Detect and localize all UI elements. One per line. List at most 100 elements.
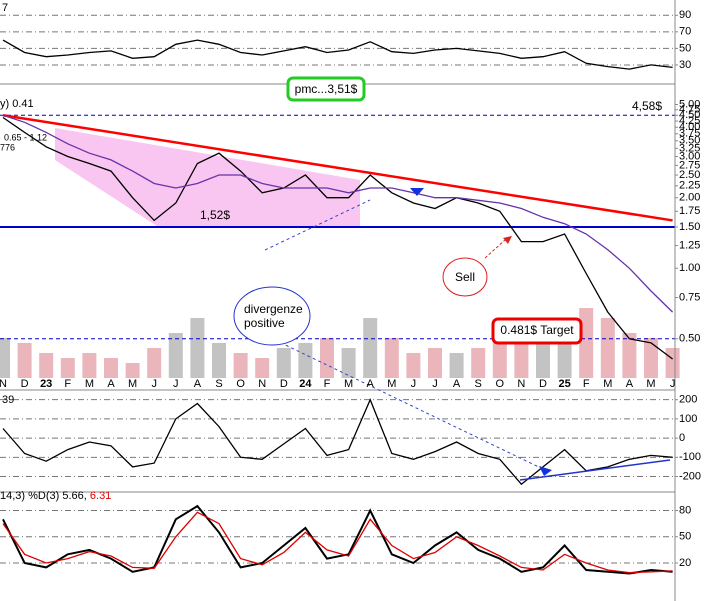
y-tick-label: 2.00	[679, 192, 700, 204]
series-line	[2, 504, 673, 575]
x-tick-label: A	[453, 378, 461, 390]
volume-bar	[449, 353, 464, 378]
y-tick-label: 4.75	[679, 104, 700, 116]
title-part: 14,3) %D(3) 5.66,	[0, 490, 87, 502]
x-tick-label: D	[280, 378, 288, 390]
series-line	[2, 398, 673, 486]
y-tick-label: 0.75	[679, 291, 700, 303]
x-tick-label: J	[670, 378, 676, 390]
y-tick-label: 200	[679, 394, 697, 406]
annotation: Sell	[455, 270, 475, 284]
x-tick-label: M	[344, 378, 353, 390]
x-tick-label: J	[173, 378, 179, 390]
y-tick-label: 70	[679, 26, 691, 38]
x-tick-label: M	[128, 378, 137, 390]
y-tick-label: 90	[679, 9, 691, 21]
x-tick-label: A	[194, 378, 202, 390]
annotation: positive	[244, 316, 285, 330]
annotation: 0.481$ Target	[500, 323, 574, 337]
volume-bar	[104, 358, 118, 378]
volume-bar	[471, 348, 486, 378]
x-tick-label: M	[646, 378, 655, 390]
volume-bar	[147, 348, 162, 378]
y-tick-label: 80	[679, 504, 691, 516]
x-tick-label: N	[258, 378, 266, 390]
y-tick-label: 3.00	[679, 150, 700, 162]
volume-bar	[341, 348, 356, 378]
panel-note: 776	[0, 142, 15, 152]
y-tick-label: 5.00	[679, 98, 700, 110]
arrow	[503, 236, 512, 244]
x-tick-label: D	[21, 378, 29, 390]
volume-bar	[125, 363, 140, 378]
x-tick-label: 23	[40, 378, 52, 390]
series-line	[2, 511, 673, 574]
x-tick-label: O	[236, 378, 245, 390]
y-tick-label: 3.75	[679, 128, 700, 140]
volume-bar	[276, 348, 291, 378]
arrow	[410, 188, 424, 196]
annotation-box	[286, 76, 366, 102]
y-tick-label: 50	[679, 531, 691, 543]
panel-title: y) 0.41	[0, 98, 34, 110]
y-tick-label: 30	[679, 59, 691, 71]
x-tick-label: D	[539, 378, 547, 390]
volume-bar	[0, 338, 10, 378]
volume-bar	[600, 318, 615, 378]
arrow	[539, 466, 552, 476]
y-tick-label: 2.25	[679, 180, 700, 192]
x-tick-label: 24	[299, 378, 312, 390]
y-tick-label: 2.75	[679, 159, 700, 171]
volume-bar	[428, 348, 442, 378]
x-tick-label: N	[517, 378, 525, 390]
y-tick-label: 3.50	[679, 135, 700, 147]
x-tick-label: F	[583, 378, 590, 390]
sell-arrow	[484, 239, 506, 259]
y-tick-label: 3.25	[679, 142, 700, 154]
y-tick-label: 100	[679, 413, 697, 425]
y-tick-label: -100	[679, 451, 701, 463]
x-tick-label: A	[626, 378, 634, 390]
series-line	[2, 116, 673, 360]
y-tick-label: 4.25	[679, 115, 700, 127]
volume-bar	[406, 353, 421, 378]
series-line	[2, 39, 673, 70]
y-tick-label: 0.50	[679, 333, 700, 345]
annotation: 1,52$	[200, 208, 230, 222]
annotation: 4,58$	[632, 99, 662, 113]
y-tick-label: 1.50	[679, 221, 700, 233]
volume-bar	[298, 343, 313, 378]
x-tick-label: M	[85, 378, 94, 390]
volume-bar	[363, 318, 378, 378]
x-tick-label: 25	[558, 378, 570, 390]
volume-bar	[622, 333, 637, 378]
y-tick-label: 20	[679, 557, 691, 569]
annotation-circle	[233, 286, 311, 346]
annotation: pmc...3,51$	[295, 82, 358, 96]
volume-bar	[233, 353, 248, 378]
volume-bar	[168, 333, 183, 378]
volume-bar	[39, 353, 54, 378]
y-tick-label: 50	[679, 42, 691, 54]
x-tick-label: O	[496, 378, 505, 390]
volume-bar	[384, 338, 399, 378]
volume-bar	[82, 353, 97, 378]
y-tick-label: 2.50	[679, 169, 700, 181]
marks	[0, 14, 680, 575]
x-tick-label: N	[0, 378, 7, 390]
x-tick-label: F	[324, 378, 331, 390]
volume-bar	[665, 348, 680, 378]
x-tick-label: S	[475, 378, 482, 390]
panel-title: 7	[2, 2, 8, 14]
volume-bar	[212, 343, 226, 378]
x-tick-label: J	[432, 378, 438, 390]
panel-subtitle: 0.65 - 1.12	[4, 132, 47, 142]
x-tick-label: M	[387, 378, 396, 390]
y-tick-label: 4.50	[679, 109, 700, 121]
series-line	[2, 114, 674, 313]
panel-title: 39	[2, 394, 14, 406]
trendline	[2, 114, 673, 222]
volume-bar	[579, 308, 594, 378]
y-tick-label: 1.75	[679, 205, 700, 217]
x-tick-label: A	[367, 378, 375, 390]
